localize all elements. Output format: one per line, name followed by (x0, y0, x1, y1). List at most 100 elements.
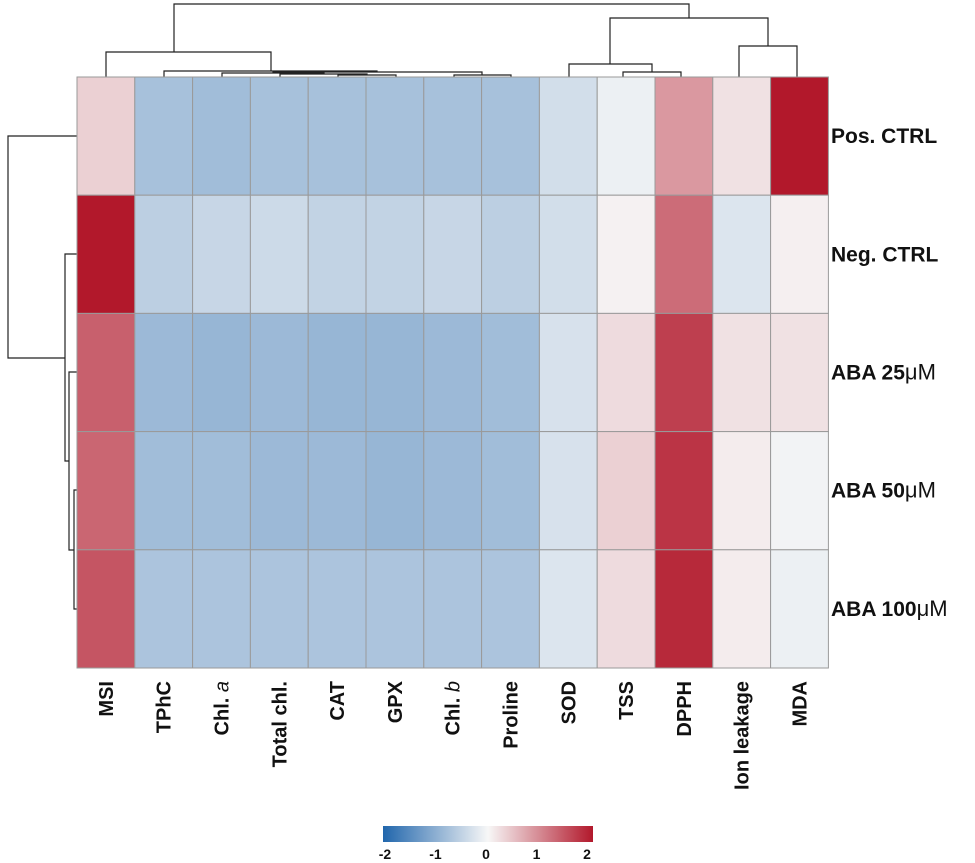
cell-aba-50-ion-leakage (712, 431, 772, 551)
color-legend-tick-label: 1 (533, 846, 541, 862)
column-dendrogram-link (221, 72, 325, 77)
cell-aba-25-cat (307, 312, 367, 433)
color-legend-bar (383, 826, 593, 842)
cell-aba-100-ion-leakage (712, 549, 772, 669)
cell-pos-ctrl-chl-a (192, 76, 251, 196)
cell-pos-ctrl-chl-b (423, 76, 483, 196)
cell-aba-100-mda (770, 549, 829, 669)
color-legend-ticks: -2 -1 0 1 2 (379, 846, 591, 862)
cell-aba-50-sod (538, 431, 598, 551)
column-label-text: TPhC (154, 681, 176, 733)
column-label-msi: MSI (96, 681, 118, 717)
row-label-aba-100: ABA 100μM (831, 596, 948, 621)
row-label-pos-ctrl: Pos. CTRL (831, 125, 937, 148)
column-dendrogram-link (738, 45, 798, 77)
cell-aba-50-gpx (365, 431, 425, 551)
color-legend-tick-label: 0 (482, 846, 490, 862)
column-label-text: MSI (96, 681, 118, 717)
column-dendrogram-link (173, 3, 690, 52)
cell-neg-ctrl-tss (596, 194, 656, 314)
column-label-chl-a: Chl. a (212, 681, 234, 735)
column-labels: MSI TPhC Chl. a Total chl. CAT GPX Chl. b Proli… (96, 680, 812, 790)
cell-neg-ctrl-gpx (365, 194, 425, 314)
cell-aba-100-chl-a (192, 549, 251, 669)
row-label-unit: μM (905, 478, 936, 503)
cell-aba-50-chl-b (423, 431, 483, 551)
cell-aba-25-tss (596, 312, 656, 433)
column-dendrogram-link (105, 51, 272, 77)
cell-aba-25-total-chl (249, 312, 309, 433)
column-label-text: GPX (385, 680, 407, 723)
cell-aba-100-chl-b (423, 549, 483, 669)
row-label-aba-50: ABA 50μM (831, 478, 936, 503)
column-label-text: Ion leakage (732, 681, 754, 790)
cell-aba-100-msi (76, 549, 136, 669)
cell-aba-100-tss (596, 549, 656, 669)
row-label-neg-ctrl: Neg. CTRL (831, 243, 939, 266)
cell-aba-50-tss (596, 431, 656, 551)
row-label-unit: μM (905, 360, 936, 385)
cell-neg-ctrl-msi (76, 194, 136, 314)
column-label-tphc: TPhC (154, 681, 176, 733)
cell-aba-50-tphc (134, 431, 194, 551)
cell-aba-50-chl-a (192, 431, 251, 551)
heatmap-cells (76, 76, 829, 669)
column-label-text: Proline (501, 681, 523, 749)
column-label-cat: CAT (327, 681, 349, 721)
column-label-text: Chl. (443, 692, 465, 735)
cell-neg-ctrl-sod (538, 194, 598, 314)
cell-neg-ctrl-mda (770, 194, 829, 314)
cell-aba-100-proline (481, 549, 540, 669)
column-dendrogram-link (609, 17, 769, 64)
column-label-text: MDA (790, 681, 812, 727)
cell-neg-ctrl-chl-b (423, 194, 483, 314)
cell-pos-ctrl-dpph (654, 76, 714, 196)
column-label-italic: b (443, 681, 465, 692)
column-label-text: CAT (327, 681, 349, 721)
column-label-mda: MDA (790, 681, 812, 727)
cell-pos-ctrl-sod (538, 76, 598, 196)
cell-aba-50-mda (770, 431, 829, 551)
color-legend-tick-label: -2 (379, 846, 392, 862)
cell-aba-50-total-chl (249, 431, 309, 551)
row-dendrogram-link (64, 253, 77, 462)
column-label-text: Total chl. (269, 681, 291, 767)
column-label-total-chl: Total chl. (269, 681, 291, 767)
cell-aba-25-mda (770, 312, 829, 433)
cell-pos-ctrl-total-chl (249, 76, 309, 196)
cell-pos-ctrl-ion-leakage (712, 76, 772, 196)
cell-neg-ctrl-total-chl (249, 194, 309, 314)
column-label-text: TSS (616, 681, 638, 720)
column-label-gpx: GPX (385, 680, 407, 723)
row-label-unit: μM (917, 596, 948, 621)
cell-neg-ctrl-ion-leakage (712, 194, 772, 314)
column-label-text: DPPH (674, 681, 696, 737)
row-label-aba-25: ABA 25μM (831, 360, 936, 385)
cell-pos-ctrl-mda (770, 76, 829, 196)
cell-aba-50-proline (481, 431, 540, 551)
row-label-text: ABA 50 (831, 480, 905, 503)
color-legend-tick-label: -1 (429, 846, 442, 862)
cell-pos-ctrl-msi (76, 76, 136, 196)
column-dendrogram (105, 3, 798, 77)
cell-aba-25-proline (481, 312, 540, 433)
cell-neg-ctrl-tphc (134, 194, 194, 314)
column-dendrogram-link (622, 71, 682, 77)
cell-pos-ctrl-tss (596, 76, 656, 196)
row-label-text: Pos. CTRL (831, 125, 937, 148)
column-label-dpph: DPPH (674, 681, 696, 737)
cell-pos-ctrl-tphc (134, 76, 194, 196)
cell-aba-25-tphc (134, 312, 194, 433)
column-label-ion-leakage: Ion leakage (732, 681, 754, 790)
cell-aba-25-ion-leakage (712, 312, 772, 433)
row-label-text: Neg. CTRL (831, 243, 939, 266)
color-legend: -2 -1 0 1 2 (379, 826, 593, 862)
cell-aba-100-dpph (654, 549, 714, 669)
column-label-italic: a (212, 681, 234, 692)
column-label-sod: SOD (558, 681, 580, 724)
cell-aba-50-msi (76, 431, 136, 551)
cell-aba-25-dpph (654, 312, 714, 433)
cell-aba-25-gpx (365, 312, 425, 433)
